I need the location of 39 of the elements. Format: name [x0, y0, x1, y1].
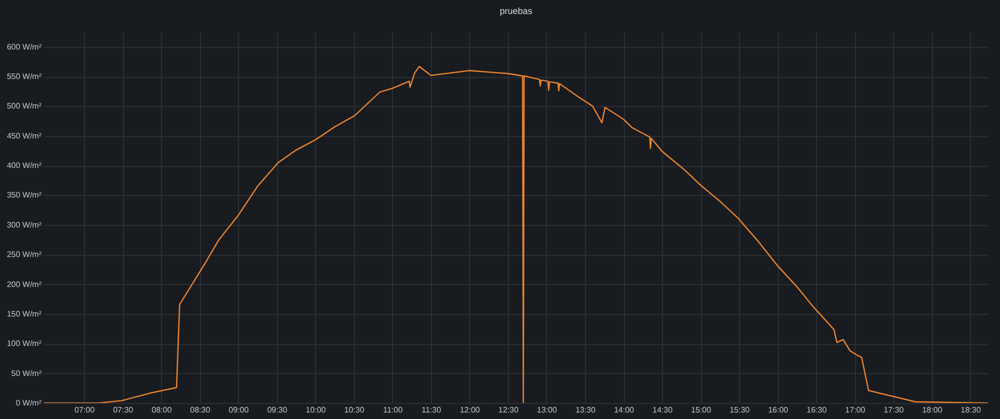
chart-title: pruebas: [500, 6, 533, 16]
x-tick-label: 07:00: [74, 406, 96, 414]
x-tick-label: 18:30: [960, 406, 982, 414]
y-tick-label: 350 W/m²: [6, 190, 42, 200]
y-tick-label: 50 W/m²: [11, 368, 42, 378]
x-tick-label: 17:00: [845, 406, 866, 414]
x-tick-label: 13:30: [575, 406, 596, 414]
x-tick-label: 10:00: [306, 406, 326, 414]
x-tick-label: 17:30: [884, 406, 904, 414]
x-tick-label: 15:30: [730, 406, 750, 414]
x-tick-label: 12:00: [460, 406, 480, 414]
x-tick-label: 13:00: [536, 406, 558, 414]
x-tick-label: 14:00: [614, 406, 635, 414]
x-tick-label: 09:00: [228, 406, 250, 414]
y-tick-label: 500 W/m²: [6, 102, 42, 111]
y-tick-label: 600 W/m²: [6, 42, 42, 52]
y-tick-label: 0 W/m²: [16, 398, 42, 408]
y-tick-label: 200 W/m²: [6, 280, 42, 289]
x-tick-label: 11:00: [383, 406, 404, 414]
y-tick-label: 550 W/m²: [6, 72, 42, 82]
x-tick-label: 09:30: [267, 406, 288, 414]
y-tick-label: 300 W/m²: [6, 220, 42, 230]
x-tick-label: 16:30: [806, 406, 828, 414]
x-tick-label: 11:30: [422, 406, 442, 414]
y-tick-label: 400 W/m²: [6, 161, 42, 170]
x-tick-label: 08:30: [190, 406, 211, 414]
x-tick-label: 18:00: [922, 406, 943, 414]
x-tick-label: 07:30: [113, 406, 134, 414]
line-series: [44, 66, 988, 403]
x-tick-label: 14:30: [652, 406, 674, 414]
y-tick-label: 450 W/m²: [6, 131, 42, 140]
y-tick-label: 100 W/m²: [6, 339, 42, 348]
x-tick-label: 08:00: [152, 406, 172, 414]
x-tick-label: 12:30: [498, 406, 519, 414]
y-tick-label: 150 W/m²: [6, 309, 42, 318]
y-tick-label: 250 W/m²: [6, 250, 42, 260]
x-tick-label: 15:00: [691, 406, 712, 414]
x-tick-label: 16:00: [768, 406, 789, 414]
x-tick-label: 10:30: [344, 406, 365, 414]
